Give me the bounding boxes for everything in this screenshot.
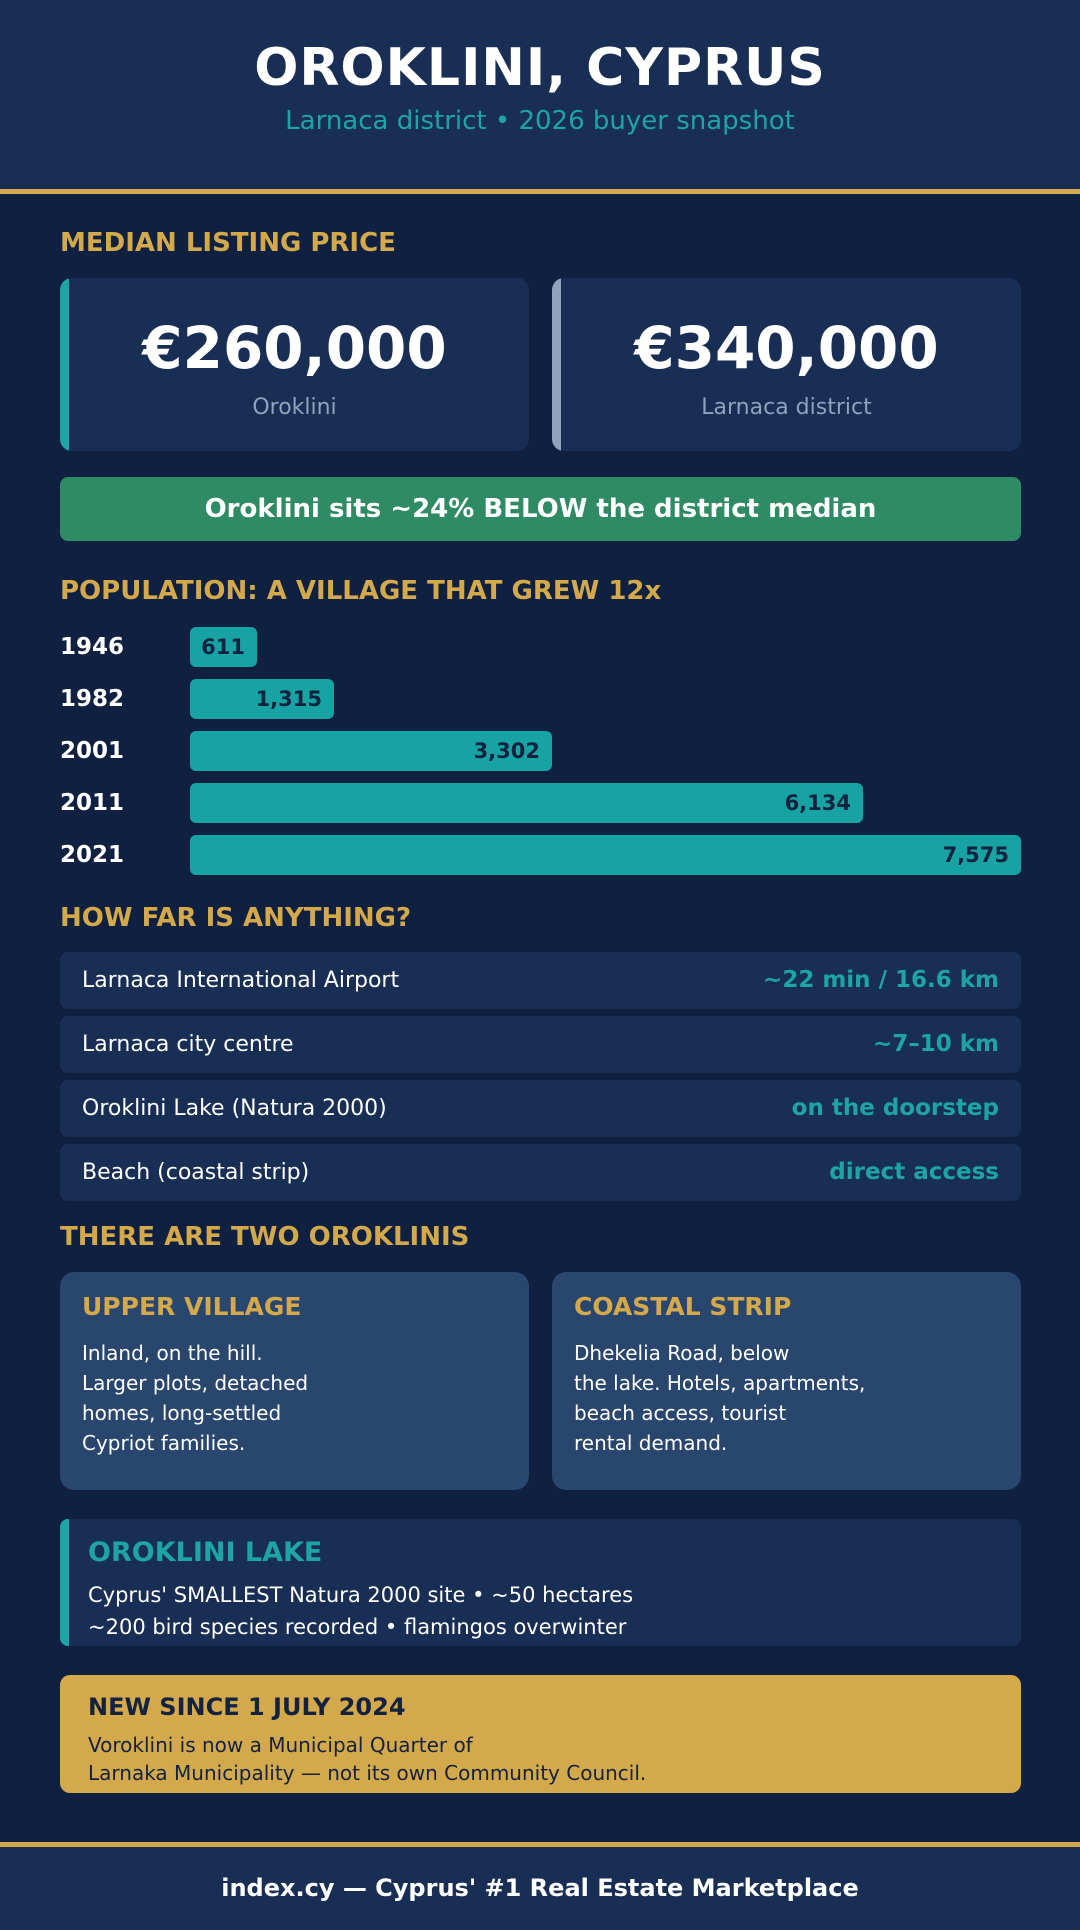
population-bar: 1,315	[190, 679, 334, 719]
page-subtitle: Larnaca district • 2026 buyer snapshot	[285, 106, 795, 136]
area-line: Dhekelia Road, below	[574, 1341, 790, 1365]
price-card-accent	[552, 278, 561, 451]
distance-row: Larnaca International Airport ~22 min / …	[60, 952, 1021, 1009]
population-row: 2011 6,134	[60, 783, 1021, 823]
population-row: 2001 3,302	[60, 731, 1021, 771]
area-line: Inland, on the hill.	[82, 1341, 263, 1365]
area-description: Dhekelia Road, below the lake. Hotels, a…	[574, 1338, 865, 1458]
area-title: UPPER VILLAGE	[82, 1292, 302, 1321]
distance-row: Beach (coastal strip) direct access	[60, 1144, 1021, 1201]
population-row: 2021 7,575	[60, 835, 1021, 875]
distance-row: Larnaca city centre ~7–10 km	[60, 1016, 1021, 1073]
notice-line: Larnaka Municipality — not its own Commu…	[88, 1761, 647, 1785]
lake-fact-line: ~200 bird species recorded • flamingos o…	[88, 1615, 627, 1639]
population-bar: 611	[190, 627, 257, 667]
price-comparison-banner: Oroklini sits ~24% BELOW the district me…	[60, 477, 1021, 541]
price-label: Larnaca district	[701, 395, 872, 420]
page-title: OROKLINI, CYPRUS	[254, 38, 826, 98]
price-card-oroklini: €260,000 Oroklini	[60, 278, 529, 451]
distance-value: ~7–10 km	[872, 1031, 999, 1057]
distance-value: ~22 min / 16.6 km	[763, 967, 999, 993]
price-label: Oroklini	[252, 395, 337, 420]
notice-title: NEW SINCE 1 JULY 2024	[88, 1693, 406, 1721]
distance-value: direct access	[829, 1159, 999, 1185]
distance-row: Oroklini Lake (Natura 2000) on the doors…	[60, 1080, 1021, 1137]
area-title: COASTAL STRIP	[574, 1292, 792, 1321]
area-line: homes, long-settled	[82, 1401, 282, 1425]
population-value: 611	[201, 635, 245, 659]
population-year: 1946	[60, 634, 125, 660]
population-year: 2011	[60, 790, 125, 816]
notice-line: Voroklini is now a Municipal Quarter of	[88, 1733, 473, 1757]
area-line: rental demand.	[574, 1431, 728, 1455]
area-line: Larger plots, detached	[82, 1371, 309, 1395]
population-value: 1,315	[255, 687, 322, 711]
area-card-upper-village: UPPER VILLAGE Inland, on the hill. Large…	[60, 1272, 529, 1490]
population-year: 2021	[60, 842, 125, 868]
population-bar: 3,302	[190, 731, 552, 771]
lake-title: OROKLINI LAKE	[88, 1537, 323, 1568]
area-card-coastal-strip: COASTAL STRIP Dhekelia Road, below the l…	[552, 1272, 1021, 1490]
lake-accent	[60, 1519, 69, 1646]
footer-brand: index.cy — Cyprus' #1 Real Estate Market…	[221, 1874, 859, 1902]
distance-place: Beach (coastal strip)	[82, 1160, 310, 1185]
lake-fact-line: Cyprus' SMALLEST Natura 2000 site • ~50 …	[88, 1583, 634, 1607]
municipal-notice: NEW SINCE 1 JULY 2024 Voroklini is now a…	[60, 1675, 1021, 1793]
areas-heading: THERE ARE TWO OROKLINIS	[60, 1222, 470, 1252]
population-row: 1946 611	[60, 627, 1021, 667]
price-card-district: €340,000 Larnaca district	[552, 278, 1021, 451]
area-line: Cypriot families.	[82, 1431, 246, 1455]
price-value: €260,000	[142, 314, 447, 382]
price-card-accent	[60, 278, 69, 451]
population-heading: POPULATION: A VILLAGE THAT GREW 12x	[60, 576, 662, 606]
distances-heading: HOW FAR IS ANYTHING?	[60, 903, 412, 933]
area-line: the lake. Hotels, apartments,	[574, 1371, 866, 1395]
lake-info-box: OROKLINI LAKE Cyprus' SMALLEST Natura 20…	[60, 1519, 1021, 1646]
population-bar: 6,134	[190, 783, 863, 823]
population-row: 1982 1,315	[60, 679, 1021, 719]
area-description: Inland, on the hill. Larger plots, detac…	[82, 1338, 308, 1458]
population-value: 3,302	[473, 739, 540, 763]
page-footer: index.cy — Cyprus' #1 Real Estate Market…	[0, 1842, 1080, 1930]
population-value: 7,575	[942, 843, 1009, 867]
distance-place: Larnaca city centre	[82, 1032, 294, 1057]
page-header: OROKLINI, CYPRUS Larnaca district • 2026…	[0, 0, 1080, 194]
population-bar: 7,575	[190, 835, 1021, 875]
area-line: beach access, tourist	[574, 1401, 787, 1425]
price-value: €340,000	[634, 314, 939, 382]
distance-place: Oroklini Lake (Natura 2000)	[82, 1096, 387, 1121]
distance-place: Larnaca International Airport	[82, 968, 400, 993]
distance-value: on the doorstep	[791, 1095, 999, 1121]
population-year: 1982	[60, 686, 125, 712]
population-year: 2001	[60, 738, 125, 764]
median-price-heading: MEDIAN LISTING PRICE	[60, 228, 396, 258]
population-value: 6,134	[784, 791, 851, 815]
